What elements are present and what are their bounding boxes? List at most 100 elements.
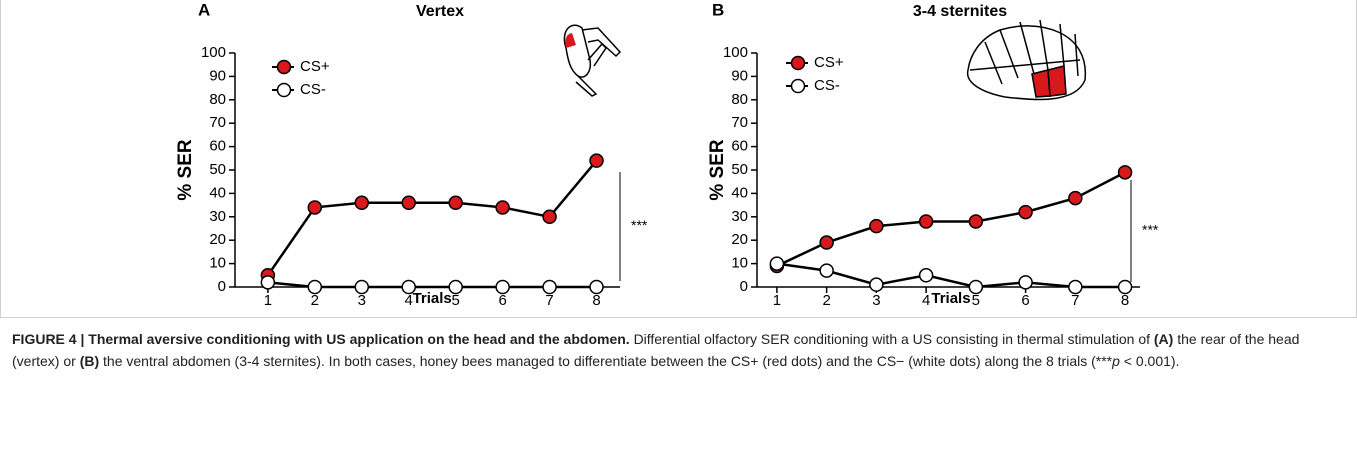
y-tick-label: 10 [209,255,226,272]
x-tick-label: 4 [405,292,413,309]
x-tick-label: 7 [1071,292,1079,309]
head-icon [563,24,622,97]
data-point [769,256,785,271]
data-point [869,218,884,234]
data-point [1068,279,1083,295]
legend-label: CS+ [300,58,330,75]
y-tick-label: 60 [731,138,748,155]
y-tick-label: 40 [731,184,748,201]
data-point [354,195,370,211]
y-tick-label: 30 [731,208,748,225]
data-point [1018,275,1033,290]
y-tick-label: 80 [209,91,226,108]
caption-text: p [1112,352,1120,369]
y-tick-label: 0 [740,278,748,295]
data-point [448,195,463,211]
x-tick-label: 8 [592,292,600,309]
caption-text: (B) [79,352,100,369]
data-point [495,200,510,215]
y-tick-label: 50 [731,161,748,178]
panel-letter: A [198,0,210,19]
caption-text: the ventral abdomen (3-4 sternites). In … [99,352,1113,369]
legend-marker [276,59,292,75]
data-point [401,279,416,295]
data-point [918,214,934,229]
x-tick-label: 3 [358,292,366,309]
abdomen-icon [966,19,1086,101]
y-tick-label: 70 [731,114,748,131]
data-point [542,279,557,295]
x-tick-label: 7 [545,292,553,309]
figure: A Vertex% SERTrials0102030405060708090100… [175,0,1159,309]
legend-label: CS- [300,81,326,98]
panel-letter: B [712,0,724,19]
x-tick-label: 2 [311,292,319,309]
data-point [260,275,276,290]
data-point [354,279,370,295]
legend-marker [790,78,806,94]
data-point [1018,204,1033,220]
x-tick-label: 6 [1021,292,1029,309]
data-point [589,279,604,295]
caption-text: Differential olfactory SER conditioning … [633,331,1154,347]
data-point [819,235,834,250]
x-tick-label: 5 [972,292,980,309]
x-tick-label: 5 [451,292,459,309]
caption: FIGURE 4 | Thermal aversive conditioning… [12,329,1342,372]
x-tick-label: 4 [922,292,930,309]
chart-title: Vertex [416,3,464,20]
y-tick-label: 20 [731,231,748,248]
data-point [542,209,557,225]
y-tick-label: 60 [209,138,226,155]
data-line [776,171,1126,268]
data-point [869,277,884,292]
data-line [776,262,1126,289]
y-axis-label: % SER [707,139,728,201]
caption-text: (A) [1153,331,1174,347]
data-point [589,153,604,168]
x-tick-label: 8 [1121,292,1129,309]
data-point [918,268,934,283]
chart-title: 3-4 sternites [913,3,1007,20]
data-point [401,195,416,211]
y-tick-label: 90 [731,67,748,84]
annotation: *** [1142,222,1159,238]
data-point [448,279,463,295]
data-point [1117,279,1133,295]
y-tick-label: 100 [723,44,748,61]
x-tick-label: 3 [872,292,880,309]
data-point [1068,190,1083,206]
x-axis-label: Trials [931,290,970,307]
caption-text: the rear of the head (vertex) or [12,331,1300,369]
data-line [267,281,597,289]
data-point [819,263,834,278]
x-tick-label: 1 [264,292,272,309]
caption-title: FIGURE 4 | Thermal aversive conditioning… [12,331,630,347]
y-tick-label: 50 [209,161,226,178]
y-tick-label: 30 [209,208,226,225]
y-tick-label: 80 [731,91,748,108]
data-point [968,214,984,229]
y-tick-label: 100 [201,44,226,61]
y-tick-label: 0 [218,278,226,295]
legend-marker [790,55,806,71]
legend-label: CS- [814,77,840,94]
y-tick-label: 70 [209,114,226,131]
data-line [266,159,598,277]
data-point [1117,165,1133,180]
caption-text: < 0.001). [1119,352,1180,369]
legend-marker [276,82,292,98]
data-point [495,279,510,295]
x-tick-label: 6 [498,292,506,309]
data-point [968,279,984,295]
x-tick-label: 2 [822,292,830,309]
y-axis-label: % SER [175,139,196,201]
x-tick-label: 1 [773,292,781,309]
y-tick-label: 10 [731,255,748,272]
y-tick-label: 90 [209,67,226,84]
annotation: *** [631,217,648,233]
data-point [307,200,323,215]
y-tick-label: 40 [209,184,226,201]
x-axis-label: Trials [413,290,452,307]
